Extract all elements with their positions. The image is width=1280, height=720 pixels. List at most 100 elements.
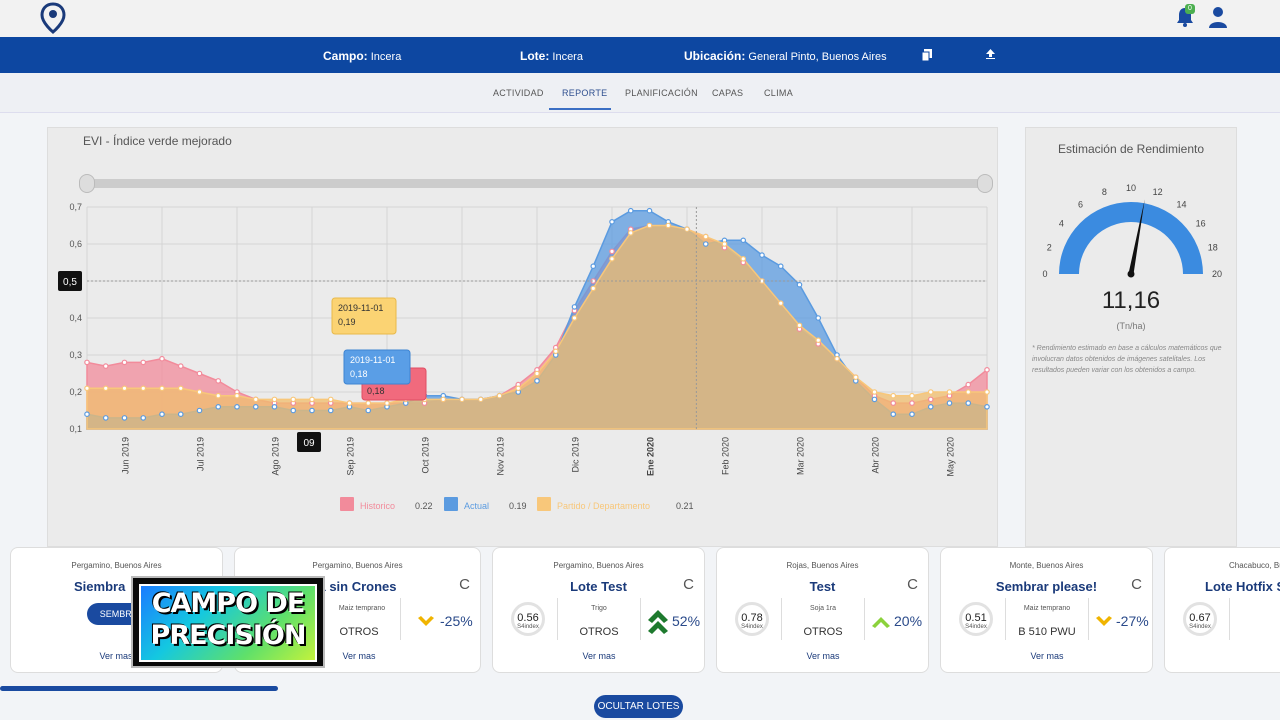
data-point xyxy=(196,370,203,377)
tooltip xyxy=(343,349,411,385)
data-point xyxy=(290,407,297,414)
data-point xyxy=(702,241,709,247)
data-point xyxy=(871,396,878,403)
crop-label: Trigo xyxy=(591,605,607,612)
gauge-tick-label: 4 xyxy=(1059,218,1064,228)
range-slider-track[interactable] xyxy=(82,179,992,188)
card-name: a sin Crones xyxy=(318,579,397,594)
divider xyxy=(1005,598,1006,640)
ocultar-lotes-button[interactable]: OCULTAR LOTES xyxy=(594,695,683,718)
s4index-value: 0.67 xyxy=(1189,612,1211,624)
gauge-unit: (Tn/ha) xyxy=(1116,321,1146,331)
data-point xyxy=(834,355,840,362)
ubicacion-info: Ubicación: General Pinto, Buenos Aires xyxy=(684,49,887,63)
ver-mas-link[interactable]: Ver mas xyxy=(1030,651,1064,661)
crop-label: Soja 1ra xyxy=(809,605,837,612)
user-icon[interactable] xyxy=(1208,5,1228,29)
range-slider-right-handle[interactable] xyxy=(977,174,993,193)
x-tick-label: Mar 2020 xyxy=(796,437,806,475)
x-tick-label: Nov 2019 xyxy=(496,437,506,476)
data-point xyxy=(140,415,147,421)
upload-icon[interactable] xyxy=(986,49,995,59)
data-point xyxy=(909,392,915,399)
data-point xyxy=(777,300,784,307)
data-point xyxy=(740,237,747,244)
gauge-disclaimer: * Rendimiento estimado en base a cálculo… xyxy=(1032,345,1222,374)
tab-reporte[interactable]: REPORTE xyxy=(562,88,608,98)
s4index-ring: 0.56 S4index xyxy=(511,602,545,636)
gauge-needle xyxy=(1128,199,1145,275)
y-tick-label: 0,4 xyxy=(69,313,82,323)
card-name: Siembra xyxy=(74,579,126,594)
campo-info: Campo: Incera xyxy=(323,49,402,63)
legend-value: 0.19 xyxy=(509,501,527,511)
legend-value: 0.22 xyxy=(415,501,433,511)
chart-title: EVI - Índice verde mejorado xyxy=(83,134,232,148)
data-point xyxy=(346,400,353,406)
variety-label: B 510 PWU xyxy=(1018,626,1076,638)
data-point xyxy=(571,304,578,310)
ver-mas-link[interactable]: Ver mas xyxy=(582,651,616,661)
data-point xyxy=(871,389,878,395)
tab-clima[interactable]: CLIMA xyxy=(764,88,794,98)
tooltip xyxy=(331,297,397,335)
ver-mas-link[interactable]: Ver mas xyxy=(806,651,840,661)
crosshair-y-badge xyxy=(58,271,82,291)
divider xyxy=(557,598,558,640)
lot-card[interactable]: Chacabuco, Bu Lote Hotfix Se 0.67 S4inde… xyxy=(1164,547,1280,673)
data-point xyxy=(890,400,897,406)
data-point xyxy=(440,396,447,403)
logo-background xyxy=(139,584,317,662)
variety-label: OTROS xyxy=(803,626,843,638)
data-point xyxy=(140,359,147,366)
data-point xyxy=(927,389,934,395)
data-point xyxy=(909,411,915,418)
legend-label: Partido / Departamento xyxy=(557,501,650,511)
reload-icon[interactable]: C xyxy=(1131,576,1142,593)
lot-card[interactable]: Monte, Buenos Aires Sembrar please! C 0.… xyxy=(940,547,1153,673)
x-tick-label: Ene 2020 xyxy=(646,437,656,476)
y-tick-label: 0,7 xyxy=(69,202,82,212)
x-tick-label: Feb 2020 xyxy=(721,437,731,475)
tab-capas[interactable]: CAPAS xyxy=(712,88,744,98)
s4index-label: S4index xyxy=(1189,624,1211,630)
data-point xyxy=(477,396,484,403)
data-point xyxy=(609,248,615,255)
lot-card[interactable]: Pergamino, Buenos Aires Lote Test C 0.56… xyxy=(492,547,705,673)
data-point xyxy=(177,411,184,418)
tab-planificacion[interactable]: PLANIFICACIÓN xyxy=(625,88,698,98)
location-pin-icon[interactable] xyxy=(40,2,66,34)
crop-label: Maiz temprano xyxy=(338,605,386,612)
reload-icon[interactable]: C xyxy=(683,576,694,593)
data-point xyxy=(927,404,934,410)
data-point xyxy=(159,385,165,392)
variety-label: OTROS xyxy=(339,626,379,638)
data-point xyxy=(252,396,259,403)
data-point xyxy=(215,378,222,384)
card-location: Pergamino, Buenos Aires xyxy=(71,561,162,570)
evi-chart[interactable]: 0,7 0,6 0,5 0,4 0,3 0,2 0,1 Jun 2019 Jul 2019 Ago… xyxy=(47,190,998,530)
logo-line-2: PRECISIÓN xyxy=(150,620,307,651)
tab-actividad[interactable]: ACTIVIDAD xyxy=(493,88,544,98)
lot-card[interactable]: Rojas, Buenos Aires Test C 0.78 S4index … xyxy=(716,547,929,673)
reload-icon[interactable]: C xyxy=(907,576,918,593)
reload-icon[interactable]: C xyxy=(459,576,470,593)
legend-swatch xyxy=(340,497,354,511)
card-location: Monte, Buenos Aires xyxy=(1009,561,1084,570)
data-point xyxy=(252,404,259,410)
cards-scroll-indicator[interactable] xyxy=(0,686,278,691)
data-point xyxy=(309,396,315,403)
logo-line-1: CAMPO DE xyxy=(151,588,306,619)
data-point xyxy=(796,281,803,288)
ver-mas-link[interactable]: Ver mas xyxy=(342,651,376,661)
data-point xyxy=(102,385,109,392)
gauge-tick-label: 20 xyxy=(1212,269,1222,279)
data-point xyxy=(646,222,653,229)
divider xyxy=(1229,598,1230,640)
ver-mas-link[interactable]: Ver mas xyxy=(99,651,133,661)
copy-icon[interactable] xyxy=(922,49,932,61)
s4index-label: S4index xyxy=(741,624,763,630)
range-slider-left-handle[interactable] xyxy=(79,174,95,193)
x-tick-label: Dic 2019 xyxy=(571,437,581,473)
data-point xyxy=(84,385,90,392)
